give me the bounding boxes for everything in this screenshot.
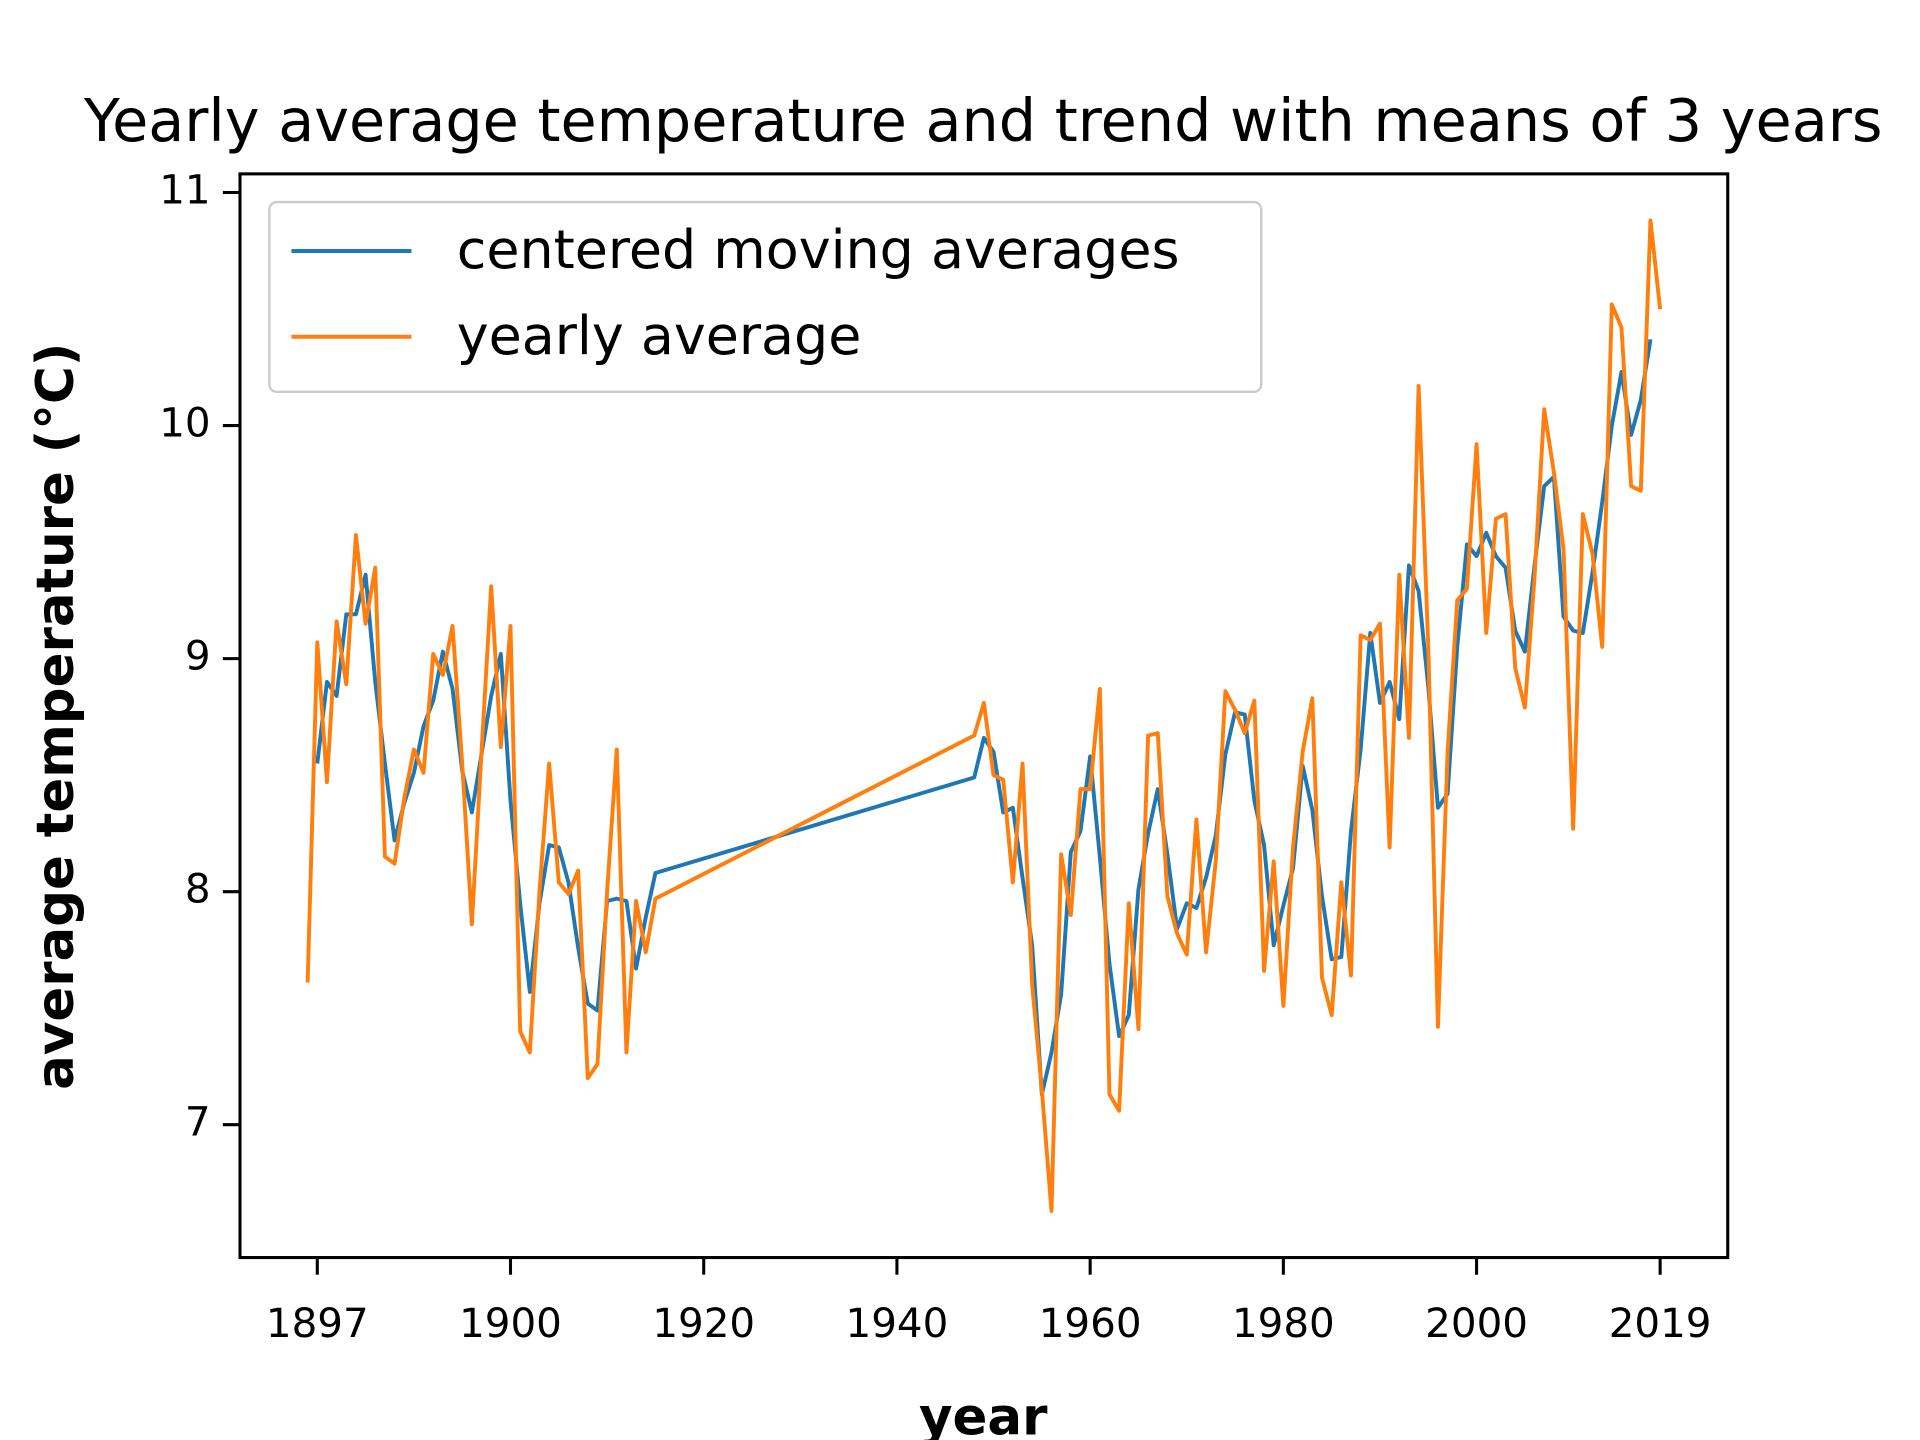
legend-label: centered moving averages	[457, 218, 1180, 281]
legend-label: yearly average	[457, 304, 862, 367]
x-tick-label: 2000	[1425, 1299, 1528, 1347]
x-tick-label: 1980	[1232, 1299, 1335, 1347]
y-tick-label: 11	[159, 166, 210, 214]
x-tick-label: 1960	[1039, 1299, 1142, 1347]
x-tick-label: 2019	[1609, 1299, 1712, 1347]
x-tick-label: 1897	[266, 1299, 369, 1347]
series-line	[305, 218, 1663, 1213]
legend-box	[268, 200, 1263, 394]
x-axis-label: year	[919, 1387, 1048, 1440]
y-tick-label: 7	[185, 1098, 211, 1146]
axes-frame	[238, 172, 1730, 1260]
y-tick-label: 9	[185, 632, 211, 680]
x-tick-label: 1940	[846, 1299, 949, 1347]
y-tick-label: 10	[159, 399, 210, 447]
chart-title: Yearly average temperature and trend wit…	[83, 86, 1882, 155]
series-line	[315, 339, 1653, 1097]
y-tick-label: 8	[185, 865, 211, 913]
x-tick-label: 1900	[459, 1299, 562, 1347]
y-axis-label: average temperature (°C)	[26, 343, 86, 1090]
x-tick-label: 1920	[652, 1299, 755, 1347]
